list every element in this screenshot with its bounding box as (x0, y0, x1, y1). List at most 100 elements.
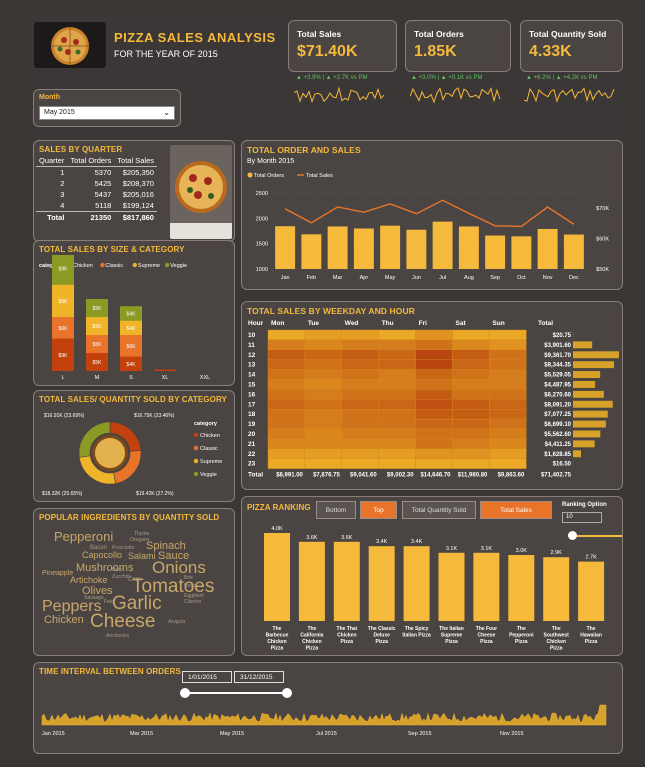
stack-segment (52, 284, 74, 317)
heat-cell (304, 399, 343, 410)
kpi-total-quantity: Total Quantity Sold 4.33K (520, 20, 623, 72)
x-tick-label: The Italian (439, 626, 464, 632)
total-sales-button[interactable]: Total Sales (480, 501, 552, 519)
y-tick-label: 1000 (256, 267, 268, 273)
row-total: $4,411.25 (545, 442, 572, 448)
heat-cell (341, 418, 379, 430)
legend-swatch (193, 458, 199, 464)
row-total-bar (573, 420, 606, 428)
x-tick-label: XL (162, 375, 169, 381)
quarter-table: Quarter Total Orders Total Sales 1 5370 $2… (36, 155, 157, 223)
heat-cell (415, 379, 453, 390)
cell: $199,124 (122, 201, 154, 210)
cell: 5425 (94, 179, 112, 188)
dashboard-subtitle: FOR THE YEAR OF 2015 (114, 49, 218, 59)
heat-cell (378, 438, 416, 450)
heat-cell (378, 389, 416, 400)
ranking-slider-handle[interactable] (568, 531, 577, 540)
data-label: 3.1K (481, 546, 493, 552)
word-cloud-term: Olives (82, 585, 113, 597)
heat-cell (415, 438, 453, 450)
size-category-card: TOTAL SALES BY SIZE & CATEGORY category C… (33, 240, 235, 386)
word-cloud-term: Eggplant (184, 593, 204, 599)
heat-cell (452, 418, 490, 430)
heat-cell (378, 408, 416, 420)
x-tick-label: May (385, 275, 396, 281)
hour-label: 15 (248, 382, 256, 389)
line-total-sales (284, 199, 575, 228)
row-total-bar (573, 351, 619, 359)
legend-swatch (193, 432, 199, 438)
card-title: TOTAL SALES BY SIZE & CATEGORY (39, 245, 185, 254)
sparkline-quantity (524, 87, 615, 103)
cell: 3 (60, 190, 65, 199)
heat-cell (415, 369, 453, 380)
heat-cell (489, 369, 527, 380)
legend-swatch (165, 262, 170, 268)
total-row-label: Total (248, 472, 263, 479)
data-label: 2.7K (585, 555, 597, 561)
quantity-sold-button[interactable]: Total Quantity Sold (402, 501, 476, 519)
slice-label: $19.42K (27.2%) (136, 491, 174, 497)
category-pie-chart: $16.91K (23.69%) $16.75K (23.46%) $18.32K … (42, 413, 222, 497)
ranking-option-input[interactable]: 10 (562, 512, 602, 523)
x-tick-label: Aug (464, 275, 474, 281)
word-cloud-term: Tomatoes (132, 576, 214, 597)
x-tick-label: Southwest (544, 633, 570, 639)
order-sales-card: TOTAL ORDER AND SALES By Month 2015 Tota… (241, 140, 623, 290)
word-cloud-term: Corn (128, 577, 141, 583)
heat-cell (378, 399, 416, 410)
data-label: $5K (93, 360, 103, 366)
end-date-input[interactable]: 31/12/2015 (234, 671, 284, 683)
data-label: 4.0K (271, 526, 283, 532)
x-tick-label: The (552, 626, 561, 632)
x-tick-label: The Spicy (405, 626, 429, 632)
heat-cell (415, 448, 453, 459)
heat-cell (415, 339, 453, 350)
word-cloud-term: Thyme (134, 531, 150, 537)
cell: 5118 (95, 201, 112, 210)
heat-cell (489, 389, 527, 400)
start-date-input[interactable]: 1/01/2015 (182, 671, 232, 683)
table-row: 2 5425 $208,370 (36, 178, 157, 189)
date-slider-end-handle[interactable] (282, 688, 292, 698)
word-cloud-term: Feta (104, 599, 114, 605)
sparkline-orders (410, 87, 501, 104)
x-tick-label: The (587, 626, 596, 632)
heat-cell (415, 389, 453, 400)
heat-cell (341, 349, 379, 360)
ranking-slider-track[interactable] (572, 535, 622, 537)
column-total: $14,646.70 (420, 473, 451, 479)
month-dropdown[interactable]: May 2015 ⌄ (39, 106, 175, 120)
kpi-title: Total Sales (297, 29, 342, 39)
bar-total-orders (458, 226, 479, 269)
x-tick-label: The (517, 626, 526, 632)
ranking-bar (264, 533, 290, 621)
slice-label: $18.32K (25.65%) (42, 491, 83, 497)
bottom-button[interactable]: Bottom (316, 501, 356, 519)
bar-total-orders (380, 225, 401, 269)
day-header: Mon (271, 320, 284, 327)
heat-cell (415, 418, 453, 430)
ranking-card: PIZZA RANKING Bottom Top Total Quantity … (241, 496, 623, 656)
x-tick-label: S (129, 375, 133, 381)
card-title: TOTAL ORDER AND SALES (247, 145, 361, 155)
ranking-bar (438, 552, 465, 621)
date-slider-track[interactable] (184, 692, 284, 694)
heat-cell (341, 329, 379, 341)
word-cloud-term: Cilantro (184, 599, 201, 605)
data-label: $4K (127, 362, 137, 368)
date-slider-start-handle[interactable] (180, 688, 190, 698)
x-tick-label: Jan (281, 275, 290, 281)
top-button[interactable]: Top (360, 501, 397, 519)
heat-cell (452, 359, 490, 370)
row-total: $6,270.60 (544, 392, 571, 398)
word-cloud-term: Salami (128, 551, 156, 561)
cell: 2 (60, 179, 65, 188)
kpi-value: $71.40K (297, 43, 358, 60)
heat-cell (489, 339, 527, 350)
x-tick-label: Dec (569, 275, 579, 281)
heat-cell (267, 339, 306, 350)
kpi-delta: ▲ +3.9% | ▲ +2.7K vs PM (296, 75, 368, 81)
word-cloud-term: Sausage (84, 595, 104, 601)
